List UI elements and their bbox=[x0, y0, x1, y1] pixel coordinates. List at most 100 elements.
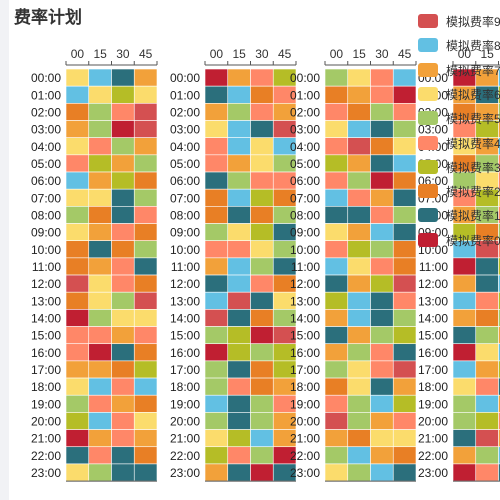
heatmap-cell[interactable] bbox=[475, 446, 499, 465]
heatmap-cell[interactable] bbox=[324, 188, 349, 207]
heatmap-cell[interactable] bbox=[498, 257, 500, 276]
heatmap-cell[interactable] bbox=[475, 309, 499, 327]
heatmap-cell[interactable] bbox=[111, 463, 135, 482]
heatmap-cell[interactable] bbox=[347, 257, 371, 276]
heatmap-cell[interactable] bbox=[370, 412, 394, 430]
heatmap-cell[interactable] bbox=[111, 257, 135, 276]
heatmap-cell[interactable] bbox=[392, 223, 417, 241]
heatmap-cell[interactable] bbox=[133, 85, 158, 104]
heatmap-cell[interactable] bbox=[133, 154, 158, 173]
heatmap-cell[interactable] bbox=[65, 154, 90, 173]
heatmap-cell[interactable] bbox=[65, 377, 90, 396]
heatmap-cell[interactable] bbox=[250, 377, 274, 396]
heatmap-cell[interactable] bbox=[204, 137, 229, 156]
heatmap-cell[interactable] bbox=[204, 120, 229, 138]
heatmap-cell[interactable] bbox=[204, 188, 229, 207]
heatmap-cell[interactable] bbox=[111, 394, 135, 413]
heatmap-cell[interactable] bbox=[133, 223, 158, 241]
heatmap-cell[interactable] bbox=[65, 257, 90, 276]
heatmap-cell[interactable] bbox=[392, 463, 417, 482]
heatmap-cell[interactable] bbox=[111, 171, 135, 190]
heatmap-cell[interactable] bbox=[111, 326, 135, 345]
heatmap-cell[interactable] bbox=[452, 274, 477, 293]
heatmap-cell[interactable] bbox=[370, 68, 394, 87]
heatmap-cell[interactable] bbox=[392, 68, 417, 87]
heatmap-cell[interactable] bbox=[204, 463, 229, 482]
heatmap-cell[interactable] bbox=[347, 343, 371, 362]
heatmap-cell[interactable] bbox=[324, 377, 349, 396]
heatmap-cell[interactable] bbox=[498, 68, 500, 87]
heatmap-cell[interactable] bbox=[392, 412, 417, 430]
heatmap-cell[interactable] bbox=[88, 326, 112, 345]
heatmap-cell[interactable] bbox=[498, 412, 500, 430]
heatmap-cell[interactable] bbox=[111, 309, 135, 327]
heatmap-cell[interactable] bbox=[347, 326, 371, 345]
heatmap-cell[interactable] bbox=[452, 463, 477, 482]
heatmap-cell[interactable] bbox=[250, 85, 274, 104]
heatmap-cell[interactable] bbox=[133, 360, 158, 379]
heatmap-cell[interactable] bbox=[111, 429, 135, 448]
heatmap-cell[interactable] bbox=[204, 257, 229, 276]
heatmap-cell[interactable] bbox=[324, 429, 349, 448]
heatmap-cell[interactable] bbox=[204, 343, 229, 362]
heatmap-cell[interactable] bbox=[347, 137, 371, 156]
heatmap-cell[interactable] bbox=[111, 377, 135, 396]
heatmap-cell[interactable] bbox=[111, 85, 135, 104]
heatmap-cell[interactable] bbox=[111, 291, 135, 310]
heatmap-cell[interactable] bbox=[475, 463, 499, 482]
heatmap-cell[interactable] bbox=[227, 343, 251, 362]
heatmap-cell[interactable] bbox=[324, 120, 349, 138]
heatmap-cell[interactable] bbox=[324, 274, 349, 293]
heatmap-cell[interactable] bbox=[370, 154, 394, 173]
heatmap-cell[interactable] bbox=[475, 360, 499, 379]
heatmap-cell[interactable] bbox=[475, 377, 499, 396]
heatmap-cell[interactable] bbox=[392, 240, 417, 259]
heatmap-cell[interactable] bbox=[498, 394, 500, 413]
heatmap-cell[interactable] bbox=[392, 137, 417, 156]
heatmap-cell[interactable] bbox=[452, 326, 477, 345]
heatmap-cell[interactable] bbox=[133, 206, 158, 224]
heatmap-cell[interactable] bbox=[227, 154, 251, 173]
heatmap-cell[interactable] bbox=[324, 171, 349, 190]
heatmap-cell[interactable] bbox=[65, 188, 90, 207]
heatmap-cell[interactable] bbox=[227, 188, 251, 207]
heatmap-cell[interactable] bbox=[65, 85, 90, 104]
heatmap-cell[interactable] bbox=[324, 463, 349, 482]
heatmap-cell[interactable] bbox=[204, 154, 229, 173]
heatmap-cell[interactable] bbox=[250, 188, 274, 207]
heatmap-cell[interactable] bbox=[133, 446, 158, 465]
heatmap-cell[interactable] bbox=[324, 360, 349, 379]
heatmap-cell[interactable] bbox=[88, 412, 112, 430]
heatmap-cell[interactable] bbox=[65, 223, 90, 241]
heatmap-cell[interactable] bbox=[133, 103, 158, 121]
heatmap-cell[interactable] bbox=[250, 326, 274, 345]
heatmap-cell[interactable] bbox=[88, 309, 112, 327]
heatmap-cell[interactable] bbox=[133, 291, 158, 310]
heatmap-cell[interactable] bbox=[204, 446, 229, 465]
heatmap-cell[interactable] bbox=[133, 463, 158, 482]
heatmap-cell[interactable] bbox=[204, 274, 229, 293]
heatmap-cell[interactable] bbox=[392, 274, 417, 293]
heatmap-cell[interactable] bbox=[370, 257, 394, 276]
heatmap-cell[interactable] bbox=[498, 291, 500, 310]
heatmap-cell[interactable] bbox=[250, 154, 274, 173]
heatmap-cell[interactable] bbox=[324, 291, 349, 310]
heatmap-cell[interactable] bbox=[111, 68, 135, 87]
heatmap-cell[interactable] bbox=[88, 446, 112, 465]
heatmap-cell[interactable] bbox=[392, 154, 417, 173]
heatmap-cell[interactable] bbox=[347, 412, 371, 430]
heatmap-cell[interactable] bbox=[498, 240, 500, 259]
heatmap-cell[interactable] bbox=[347, 394, 371, 413]
heatmap-cell[interactable] bbox=[347, 309, 371, 327]
heatmap-cell[interactable] bbox=[498, 85, 500, 104]
heatmap-cell[interactable] bbox=[250, 257, 274, 276]
heatmap-cell[interactable] bbox=[347, 463, 371, 482]
heatmap-cell[interactable] bbox=[392, 377, 417, 396]
heatmap-cell[interactable] bbox=[133, 394, 158, 413]
heatmap-cell[interactable] bbox=[227, 137, 251, 156]
heatmap-cell[interactable] bbox=[498, 360, 500, 379]
heatmap-cell[interactable] bbox=[133, 257, 158, 276]
heatmap-cell[interactable] bbox=[65, 326, 90, 345]
heatmap-cell[interactable] bbox=[111, 154, 135, 173]
heatmap-cell[interactable] bbox=[111, 206, 135, 224]
